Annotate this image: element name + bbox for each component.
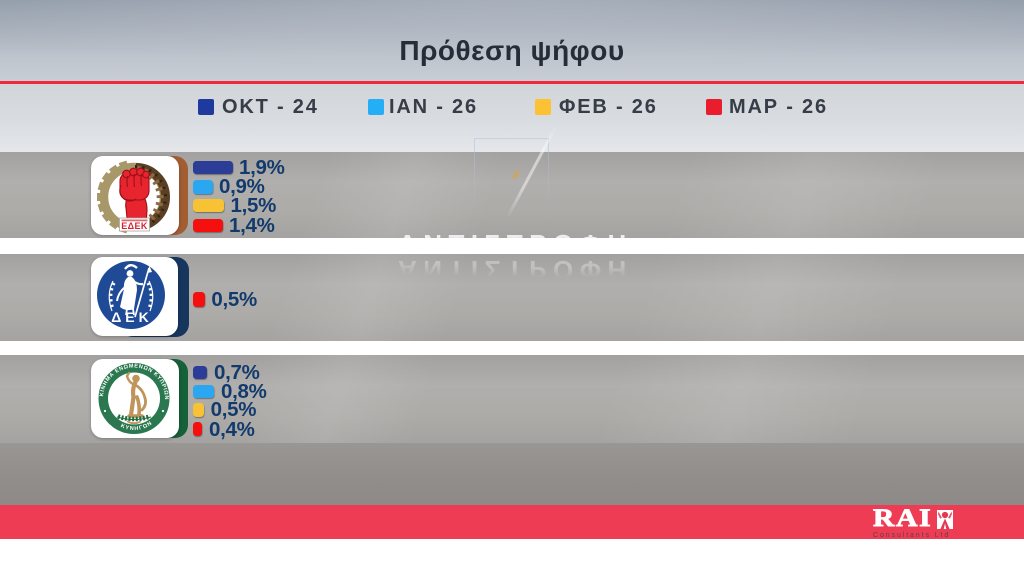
svg-text:ΚΥΝΗΓΩΝ: ΚΥΝΗΓΩΝ: [120, 420, 154, 432]
svg-text:ΕΔΕΚ: ΕΔΕΚ: [121, 221, 148, 231]
svg-text:ΔΕΚ: ΔΕΚ: [111, 309, 153, 325]
